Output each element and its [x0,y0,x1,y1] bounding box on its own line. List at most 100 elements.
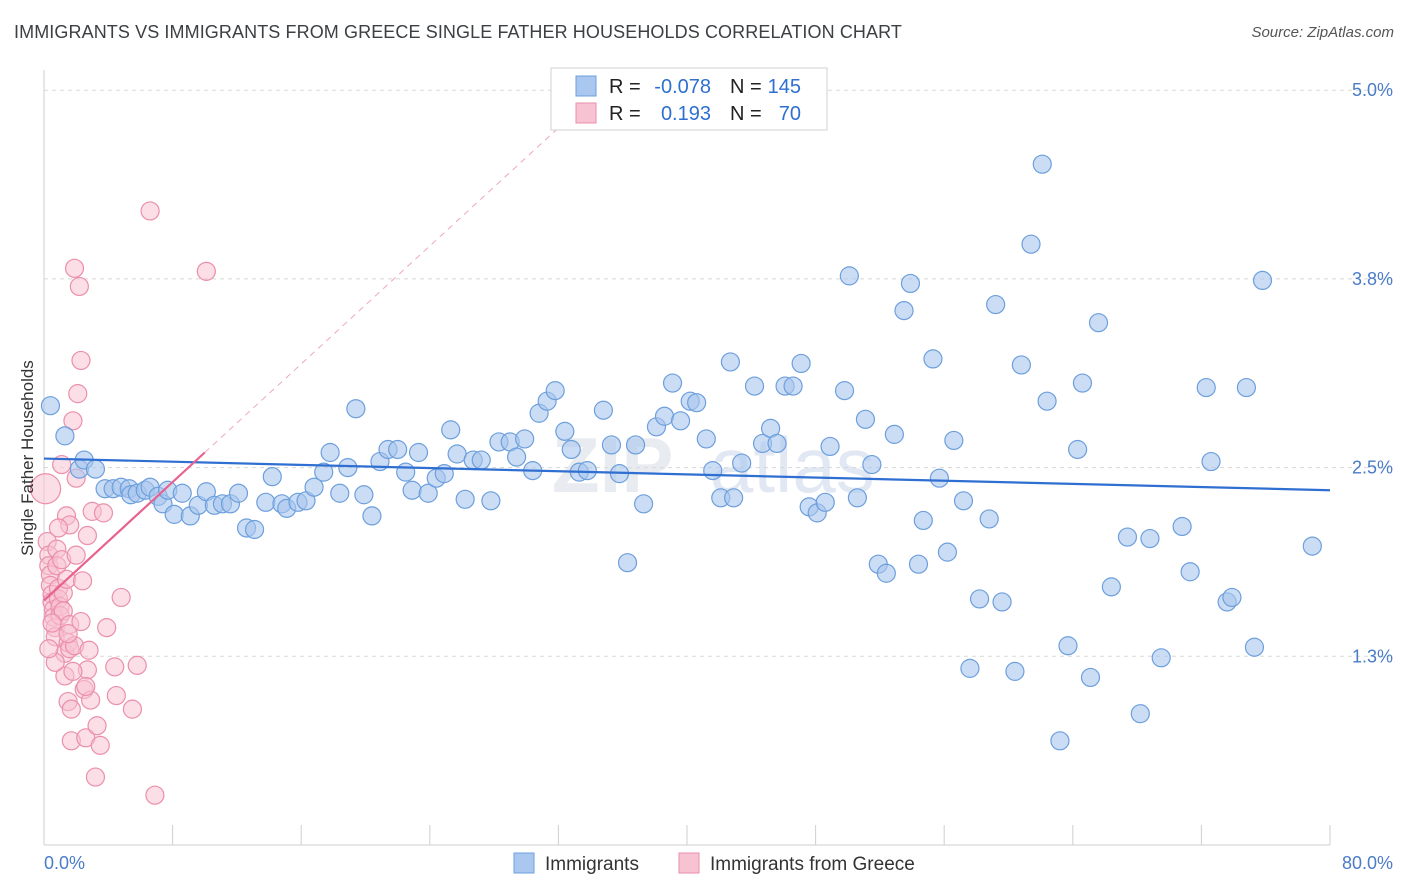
immigrants-point [1151,648,1171,668]
immigrants-point [654,406,675,426]
greece-point [48,518,69,538]
bottom-legend-swatch-immigrants [513,852,535,874]
greece-point [71,350,91,371]
immigrants-point [320,442,340,463]
immigrants-point [876,563,896,583]
immigrants-point [402,480,422,500]
immigrants-point [1180,562,1200,582]
greece-point [93,503,114,523]
immigrants-point [55,426,75,446]
immigrants-point [815,492,835,512]
immigrants-point [900,273,921,294]
immigrants-point [617,553,638,573]
legend-r-value-1: -0.078 [654,76,711,98]
greece-point [63,411,83,431]
y-axis-label: Single Father Households [18,360,37,556]
immigrants-point [1201,451,1221,472]
greece-point [140,201,160,221]
legend-n-label-1: N = [730,76,762,98]
immigrants-point [855,409,876,429]
immigrants-point [228,483,249,503]
immigrants-point [1068,439,1088,460]
y-tick-label: 1.3% [1352,646,1393,666]
immigrants-point [703,461,723,481]
source-label: Source: ZipAtlas.com [1251,24,1394,41]
immigrants-point [555,421,575,441]
x-tick-label-max: 80.0% [1342,853,1393,873]
immigrants-point [441,420,461,440]
greece-point [105,657,125,677]
immigrants-point [545,381,565,401]
series-legend: Immigrants Immigrants from Greece [513,852,915,875]
greece-point [127,655,147,675]
x-axis-ticks [43,825,1331,845]
immigrants-point [1005,661,1025,681]
immigrants-point [244,519,265,540]
immigrants-point [662,373,683,393]
immigrants-point [929,468,949,488]
legend-box [550,67,828,131]
immigrants-point [396,462,416,482]
immigrants-point [1172,516,1192,537]
immigrants-point [1011,355,1031,375]
immigrants-point [732,453,752,473]
immigrants-point [992,592,1012,612]
legend-r-label-1: R = [609,76,641,98]
greece-point [64,258,85,278]
legend-r-value-2: 0.193 [661,103,711,125]
immigrants-point [601,435,622,455]
immigrants-point [1080,667,1101,688]
bottom-legend-swatch-greece [678,852,700,874]
greece-point [122,699,143,719]
immigrants-point [979,509,999,529]
immigrants-point [1244,637,1265,657]
immigrants-point [839,266,859,286]
immigrants-point [447,444,467,464]
immigrants-point [1037,391,1057,411]
immigrants-point [418,483,438,503]
legend-n-value-1: 145 [768,76,801,98]
immigrants-point [314,462,334,482]
greece-point [90,735,110,755]
immigrants-point [767,433,787,454]
immigrants-point [913,510,933,531]
greece-trend-line-extension [204,127,559,453]
immigrants-point [720,352,741,372]
y-tick-label: 5.0% [1352,80,1393,100]
legend-swatch-immigrants [575,75,597,97]
immigrants-point [256,492,276,512]
greece-point [87,716,107,736]
immigrants-point [1302,536,1322,556]
x-tick-label-min: 0.0% [44,853,85,873]
immigrants-point [847,488,867,508]
greece-point [76,676,96,697]
immigrants-point [362,506,382,526]
immigrants-point [986,294,1006,315]
immigrants-point [1196,377,1216,398]
immigrants-point [696,429,716,449]
greece-point [71,611,91,632]
immigrants-point [820,436,840,457]
immigrants-point [1117,527,1138,547]
immigrants-points [40,154,1322,751]
immigrants-point [1072,373,1093,393]
immigrants-point [625,435,646,455]
y-axis-tick-labels: 1.3% 2.5% 3.8% 5.0% [1352,80,1393,666]
immigrants-point [1088,313,1109,333]
immigrants-point [354,485,374,505]
immigrants-point [40,396,61,416]
immigrants-point [744,376,765,396]
immigrants-point [1236,377,1257,398]
legend-r-label-2: R = [609,103,641,125]
greece-point [97,618,117,638]
immigrants-point [908,554,929,574]
greece-trend-line [43,451,206,602]
immigrants-point [862,454,882,475]
immigrants-point [262,467,282,487]
immigrants-point [937,542,958,562]
correlation-legend: R = -0.078 N = 145 R = 0.193 N = 70 [550,67,828,131]
immigrants-point [791,353,811,374]
greece-point [69,276,89,297]
legend-swatch-greece [575,102,597,124]
